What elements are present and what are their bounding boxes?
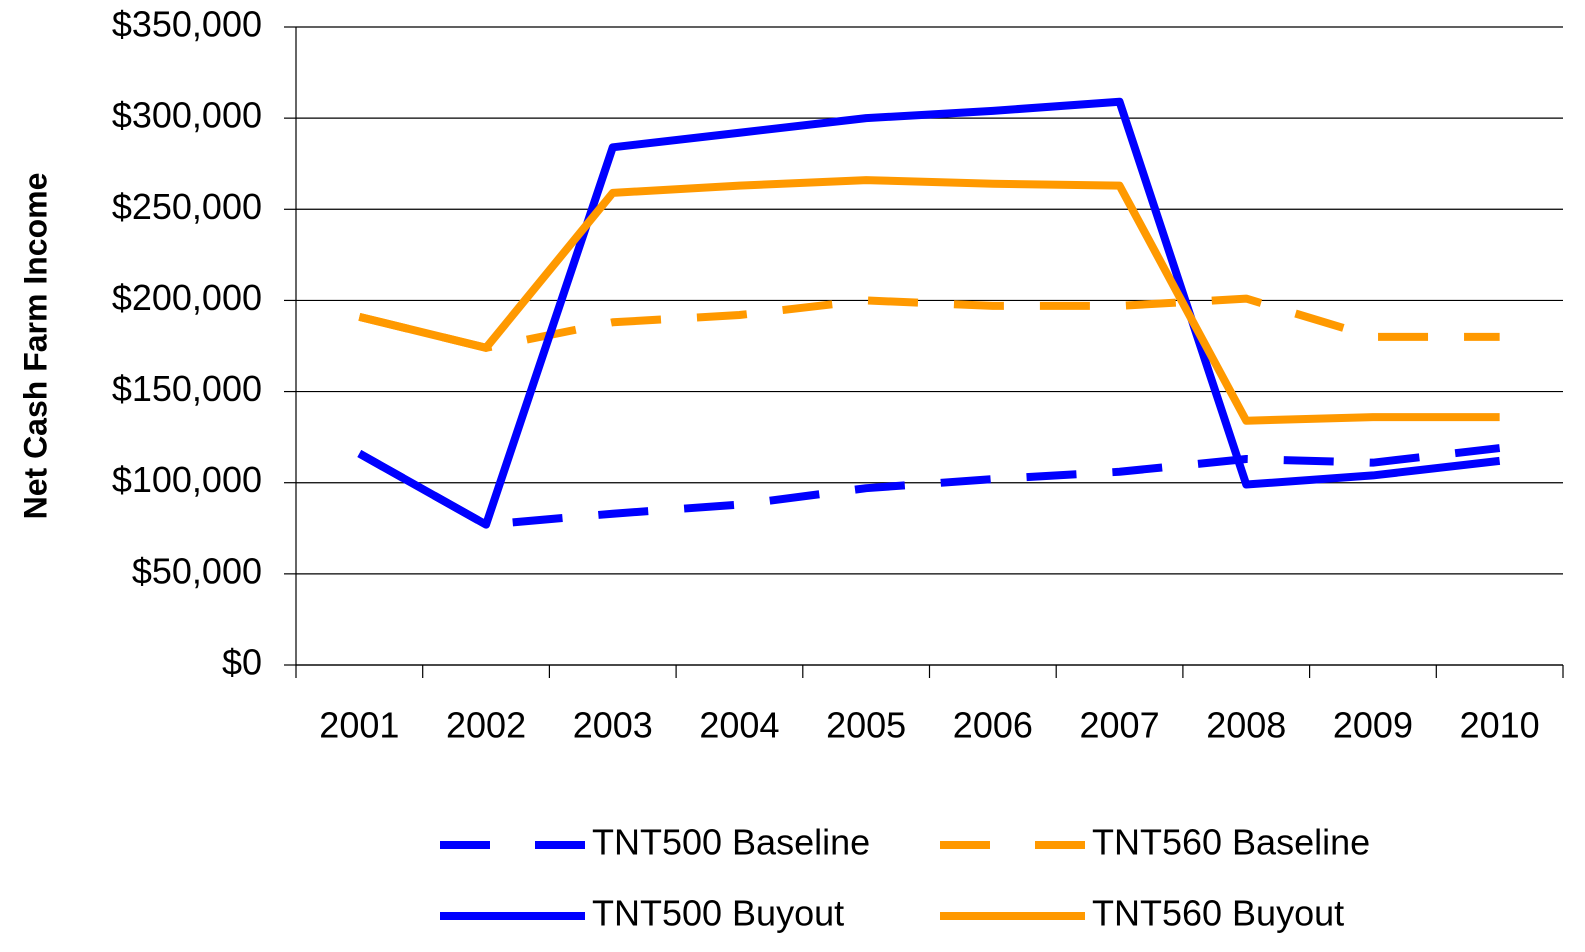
legend-label: TNT560 Buyout bbox=[1092, 893, 1344, 934]
y-axis-title: Net Cash Farm Income bbox=[17, 173, 53, 520]
x-tick-label: 2002 bbox=[446, 705, 526, 746]
x-tick-label: 2010 bbox=[1460, 705, 1540, 746]
x-tick-label: 2001 bbox=[319, 705, 399, 746]
x-tick-label: 2004 bbox=[699, 705, 779, 746]
y-tick-label: $250,000 bbox=[112, 186, 262, 227]
x-tick-label: 2008 bbox=[1206, 705, 1286, 746]
data-line bbox=[358, 294, 1500, 352]
x-tick-label: 2003 bbox=[573, 705, 653, 746]
legend-label: TNT560 Baseline bbox=[1092, 822, 1370, 863]
y-tick-label: $200,000 bbox=[112, 277, 262, 318]
x-tick-label: 2009 bbox=[1333, 705, 1413, 746]
y-tick-label: $350,000 bbox=[112, 4, 262, 45]
legend-label: TNT500 Baseline bbox=[592, 822, 870, 863]
x-tick-label: 2007 bbox=[1080, 705, 1160, 746]
y-tick-label: $50,000 bbox=[132, 550, 262, 591]
data-line bbox=[358, 176, 1500, 425]
y-tick-label: $100,000 bbox=[112, 459, 262, 500]
x-tick-label: 2005 bbox=[826, 705, 906, 746]
data-line bbox=[357, 444, 1501, 529]
legend-label: TNT500 Buyout bbox=[592, 893, 844, 934]
y-tick-label: $0 bbox=[222, 642, 262, 683]
data-line bbox=[357, 97, 1501, 529]
y-tick-label: $150,000 bbox=[112, 368, 262, 409]
x-tick-label: 2006 bbox=[953, 705, 1033, 746]
y-tick-label: $300,000 bbox=[112, 95, 262, 136]
